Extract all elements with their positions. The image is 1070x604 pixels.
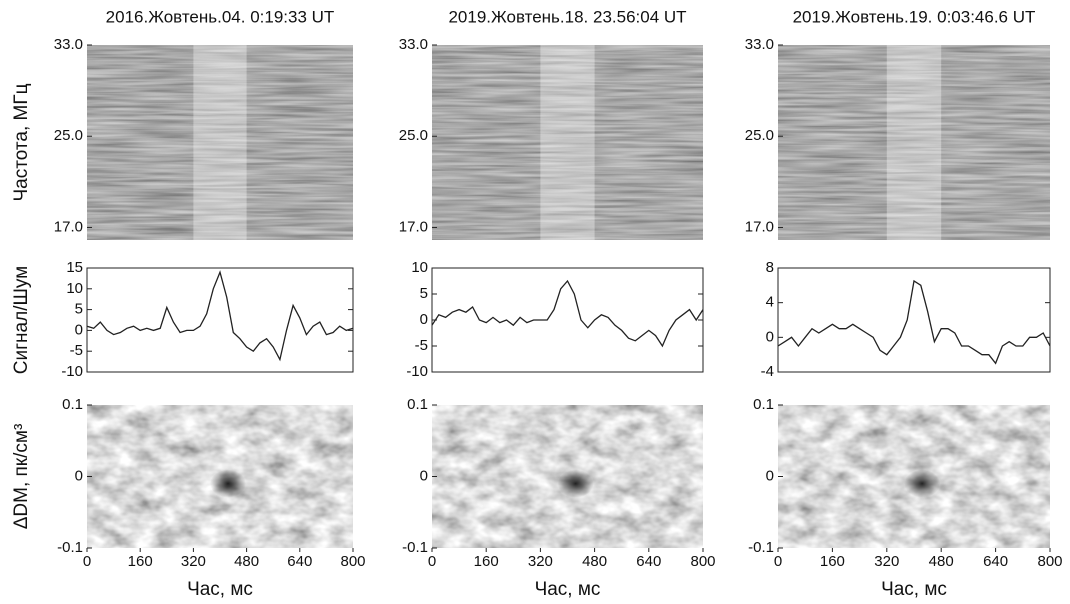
dm-spot xyxy=(904,469,941,498)
y-tick-label: -0.1 xyxy=(57,539,83,556)
x-axis-label: Час, мс xyxy=(535,579,601,600)
x-tick-label: 0 xyxy=(428,553,436,570)
y-tick-label: -10 xyxy=(61,363,83,380)
snr-line xyxy=(777,279,1051,365)
y-tick-label: 0 xyxy=(420,467,428,484)
y-tick-label: 17.0 xyxy=(745,218,774,235)
y-axis-label: Частота, МГц xyxy=(11,83,32,201)
y-tick-label: -10 xyxy=(406,363,428,380)
y-tick-label: 33.0 xyxy=(399,36,428,53)
y-tick-label: 0.1 xyxy=(407,396,428,413)
y-tick-label: -5 xyxy=(70,342,83,359)
y-tick-label: 10 xyxy=(66,280,83,297)
x-tick-label: 160 xyxy=(820,553,845,570)
x-tick-label: 160 xyxy=(128,553,153,570)
y-tick-label: 25.0 xyxy=(745,127,774,144)
x-tick-label: 800 xyxy=(690,553,715,570)
y-tick-label: 17.0 xyxy=(399,218,428,235)
x-tick-label: 480 xyxy=(929,553,954,570)
y-tick-label: 4 xyxy=(766,294,774,311)
plot-frame xyxy=(777,267,1051,373)
panel-title: 2019.Жовтень.18. 23.56:04 UT xyxy=(448,7,686,26)
y-tick-label: -5 xyxy=(415,337,428,354)
y-tick-label: 33.0 xyxy=(54,36,83,53)
x-tick-label: 320 xyxy=(528,553,553,570)
x-tick-label: 480 xyxy=(234,553,259,570)
snr-line xyxy=(86,270,354,362)
dynamic-spectrum xyxy=(778,45,1050,240)
x-axis-label: Час, мс xyxy=(187,579,253,600)
panel-title: 2016.Жовтень.04. 0:19:33 UT xyxy=(106,7,335,26)
x-tick-label: 320 xyxy=(874,553,899,570)
x-tick-label: 0 xyxy=(774,553,782,570)
x-tick-label: 800 xyxy=(1037,553,1062,570)
plot-frame xyxy=(431,267,704,373)
y-tick-label: -4 xyxy=(761,363,774,380)
y-tick-label: -0.1 xyxy=(402,539,428,556)
x-tick-label: 160 xyxy=(474,553,499,570)
y-tick-label: 0.1 xyxy=(62,396,83,413)
y-tick-label: 5 xyxy=(75,301,83,318)
y-tick-label: 25.0 xyxy=(54,127,83,144)
x-tick-label: 0 xyxy=(83,553,91,570)
plot-frame xyxy=(86,267,354,373)
y-tick-label: 5 xyxy=(420,285,428,302)
x-tick-label: 640 xyxy=(636,553,661,570)
dynamic-spectrum xyxy=(87,45,353,240)
y-tick-label: 8 xyxy=(766,259,774,276)
pulse-band xyxy=(540,45,595,240)
x-tick-label: 480 xyxy=(582,553,607,570)
x-tick-label: 800 xyxy=(340,553,365,570)
y-axis-label: ΔDM, пк/см³ xyxy=(11,424,32,530)
y-tick-label: 10 xyxy=(411,259,428,276)
y-tick-label: 0 xyxy=(766,467,774,484)
x-axis-label: Час, мс xyxy=(881,579,947,600)
y-tick-label: 0 xyxy=(766,328,774,345)
x-tick-label: 640 xyxy=(983,553,1008,570)
y-tick-label: 25.0 xyxy=(399,127,428,144)
y-tick-label: 0.1 xyxy=(753,396,774,413)
x-tick-label: 320 xyxy=(181,553,206,570)
snr-line xyxy=(431,279,704,348)
y-tick-label: 0 xyxy=(75,321,83,338)
x-tick-label: 640 xyxy=(287,553,312,570)
y-tick-label: -0.1 xyxy=(748,539,774,556)
dm-spot xyxy=(209,469,246,498)
y-tick-label: 15 xyxy=(66,259,83,276)
y-tick-label: 17.0 xyxy=(54,218,83,235)
y-tick-label: 0 xyxy=(75,467,83,484)
y-axis-label: Сигнал/Шум xyxy=(11,266,32,374)
panel-title: 2019.Жовтень.19. 0:03:46.6 UT xyxy=(793,7,1036,26)
dynamic-spectrum xyxy=(432,45,703,240)
pulse-band xyxy=(193,45,247,240)
y-tick-label: 0 xyxy=(420,311,428,328)
y-tick-label: 33.0 xyxy=(745,36,774,53)
pulse-band xyxy=(886,45,942,240)
dm-spot xyxy=(557,469,594,498)
